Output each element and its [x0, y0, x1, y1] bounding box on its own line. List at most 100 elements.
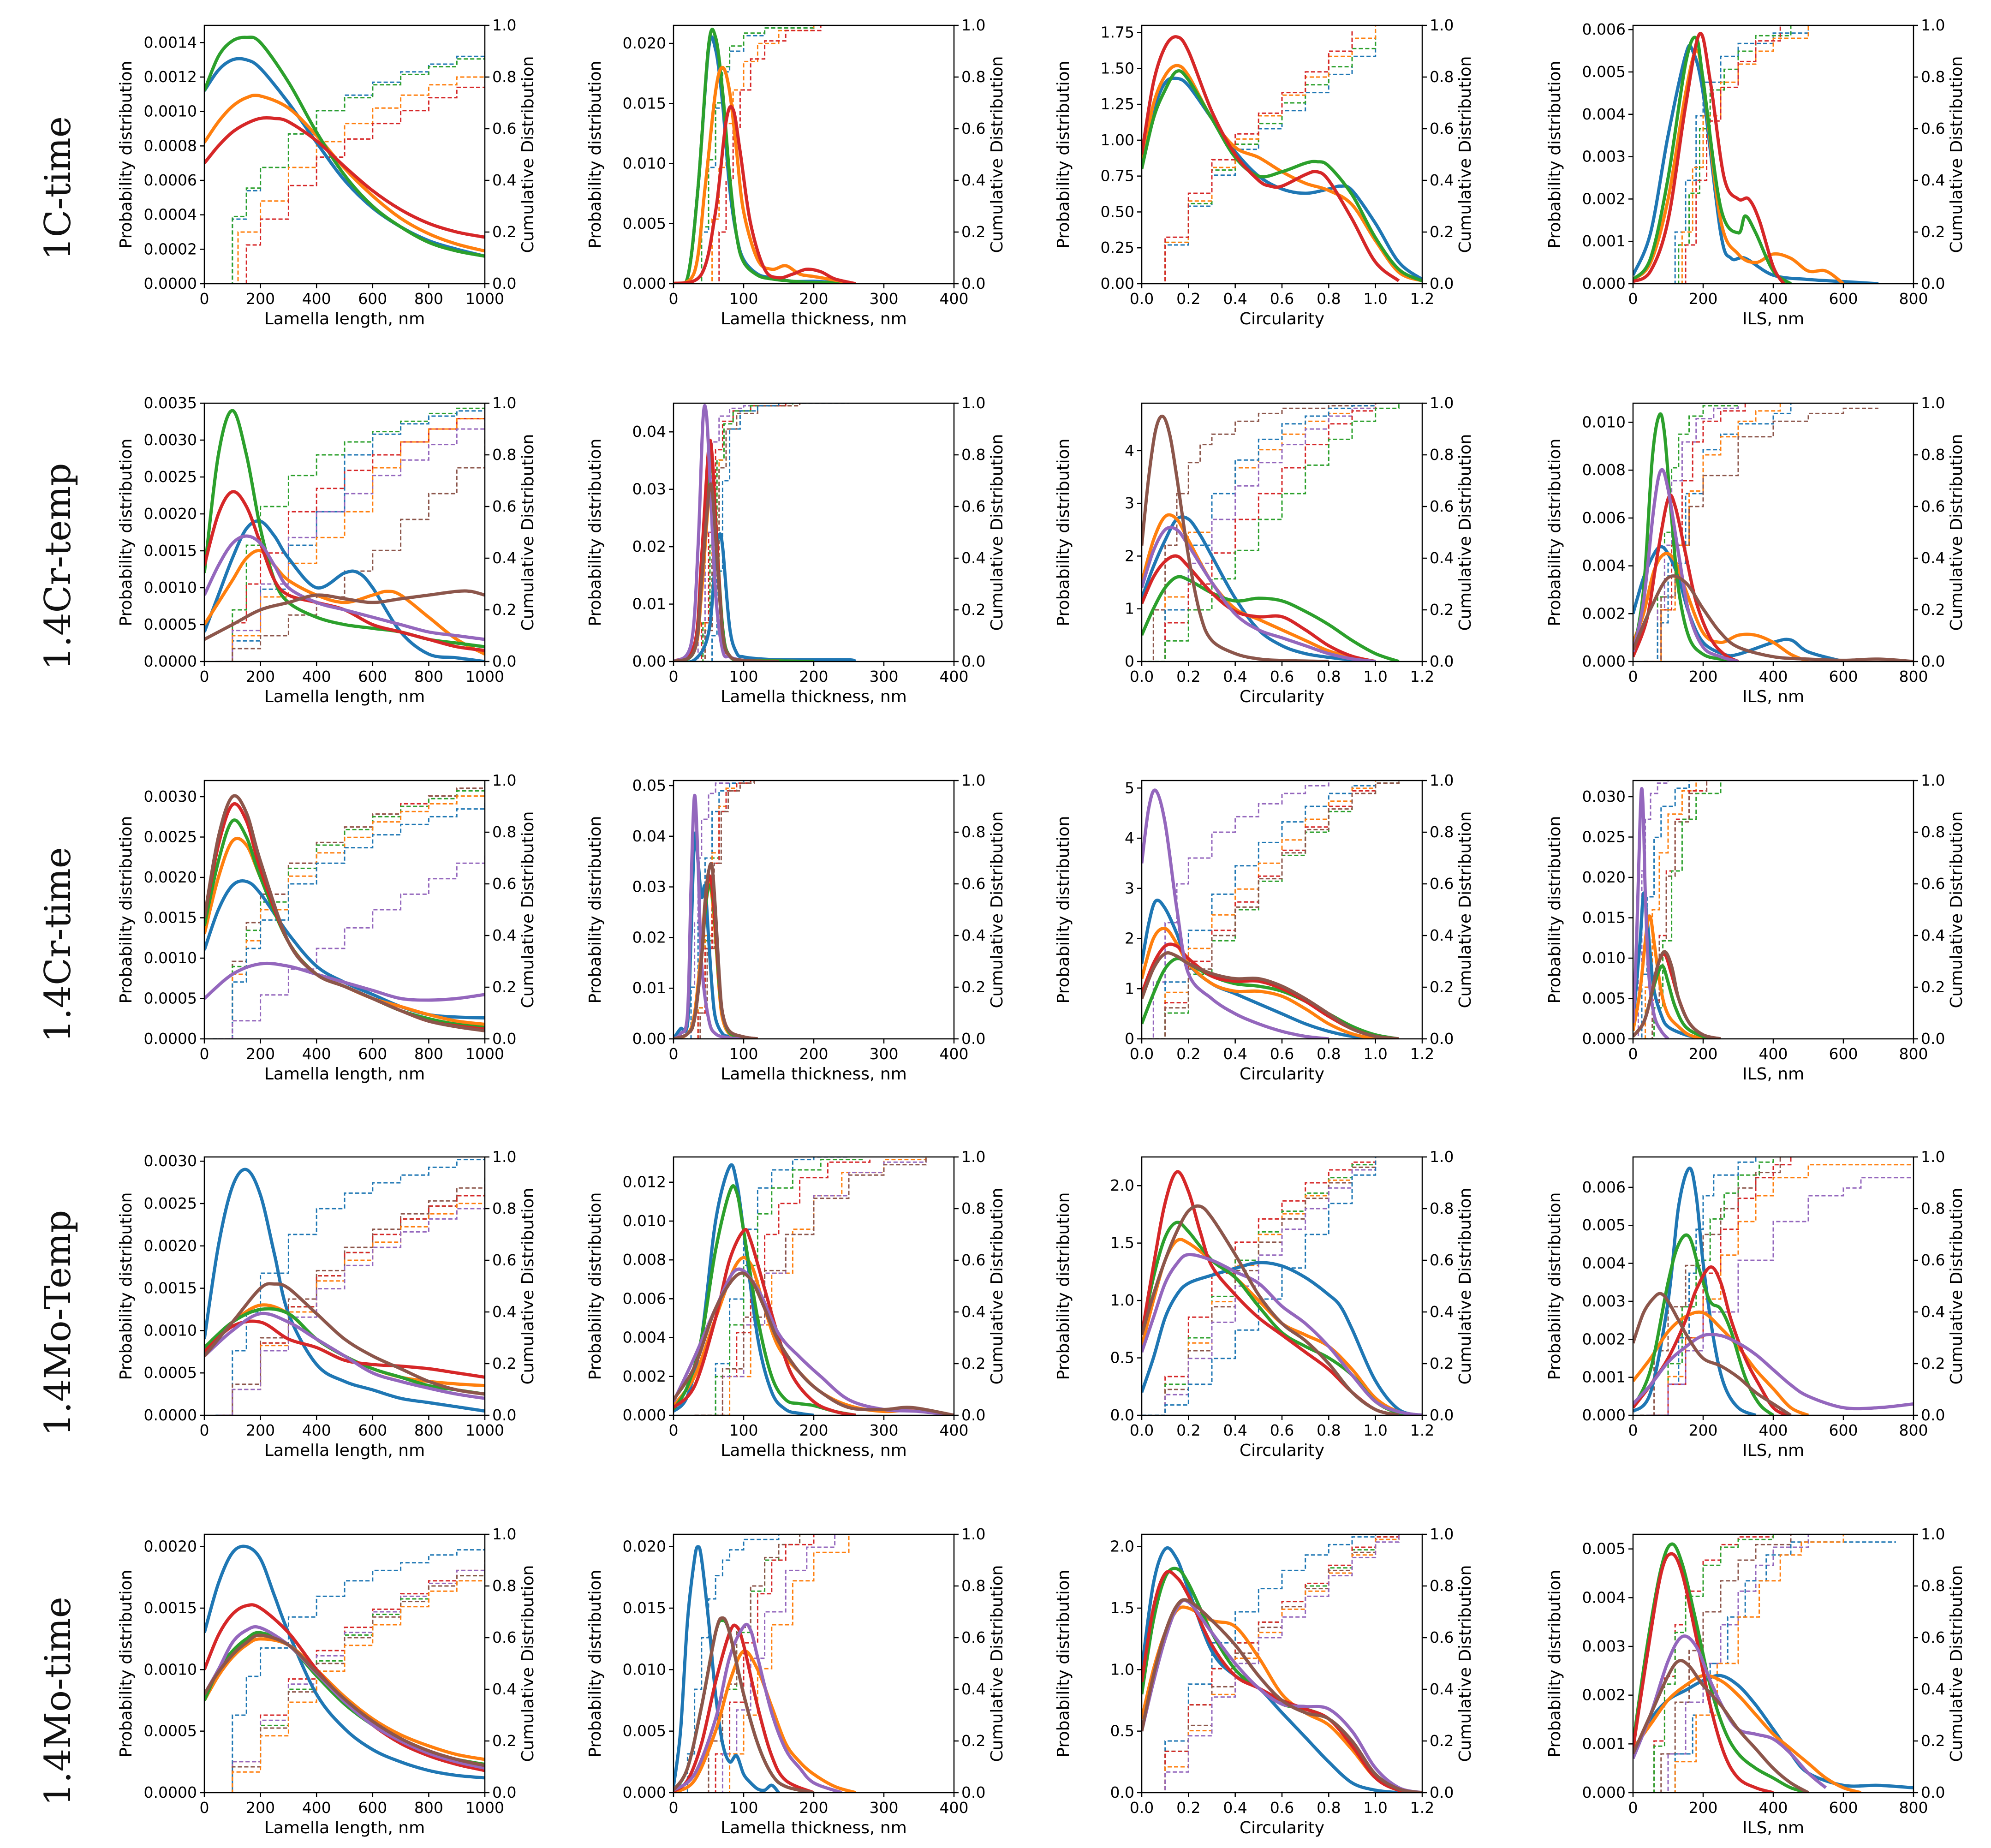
y-tick-label: 0.01	[632, 979, 666, 997]
y-tick-label: 0.0004	[144, 206, 197, 224]
y-axis-label-right: Cumulative Distribution	[1947, 434, 1966, 631]
x-tick-label: 0	[200, 1421, 209, 1439]
y-axis-label-right: Cumulative Distribution	[519, 1565, 537, 1762]
x-tick-label: 200	[799, 668, 829, 686]
x-tick-label: 0.4	[1223, 290, 1247, 308]
y-tick-label: 0.010	[623, 1212, 666, 1230]
y-tick-label: 0.000	[623, 1783, 666, 1801]
row-label-3: 1.4Cr-time	[37, 847, 79, 1043]
y-tick-label: 1	[1125, 979, 1134, 997]
pdf-curve-green	[204, 36, 485, 258]
y-tick-label: 0.0020	[144, 1237, 197, 1255]
x-tick-label: 0.4	[1223, 1045, 1247, 1063]
y2-tick-label: 0.8	[1430, 446, 1454, 464]
x-tick-label: 0.2	[1176, 1045, 1200, 1063]
panel-r2-c1: 0 200 400 600 800 1000 Lamella length, nm 0.000…	[117, 394, 537, 706]
x-tick-label: 600	[1829, 668, 1858, 686]
x-axis-label: Circularity	[1240, 1065, 1324, 1084]
y2-tick-label: 1.0	[1921, 16, 1945, 34]
x-tick-label: 200	[1689, 1421, 1718, 1439]
y2-tick-label: 1.0	[1430, 1148, 1454, 1166]
cdf-curve-brown	[693, 781, 755, 1039]
x-tick-label: 400	[1759, 1799, 1788, 1817]
cdf-curve-blue	[215, 1547, 485, 1793]
y-tick-label: 0.002	[623, 1367, 666, 1385]
y-axis-label-right: Cumulative Distribution	[519, 811, 537, 1008]
pdf-curve-red	[1633, 1265, 1788, 1415]
y2-tick-label: 0.4	[1430, 1680, 1454, 1698]
y-tick-label: 0.002	[1582, 1330, 1626, 1348]
y2-tick-label: 0.8	[961, 1199, 985, 1217]
y2-tick-label: 1.0	[961, 771, 985, 789]
pdf-curve-red	[674, 105, 856, 284]
pdf-curve-purple	[1633, 787, 1669, 1039]
x-tick-label: 300	[870, 1421, 899, 1439]
y2-tick-label: 0.4	[1430, 549, 1454, 567]
x-tick-label: 200	[1689, 1045, 1718, 1063]
y2-tick-label: 0.2	[1430, 978, 1454, 996]
x-tick-label: 1000	[465, 1799, 504, 1817]
y-axis-label-left: Probability distribution	[1054, 61, 1073, 249]
x-tick-label: 600	[358, 1045, 387, 1063]
y2-tick-label: 0.6	[1921, 1628, 1945, 1646]
row-label-2: 1.4Cr-temp	[37, 463, 79, 670]
panel-r3-c2: 0 100 200 300 400 Lamella thickness, nm 0.00 0.…	[586, 771, 1007, 1084]
cdf-curve-orange	[218, 1570, 485, 1793]
panel-r3-c1: 0 200 400 600 800 1000 Lamella length, nm 0.000…	[117, 771, 537, 1084]
y2-tick-label: 1.0	[492, 771, 516, 789]
y2-tick-label: 0.8	[961, 446, 985, 464]
y-axis-label-left: Probability distribution	[1054, 1570, 1073, 1758]
y-tick-label: 0.0025	[144, 828, 197, 846]
y2-tick-label: 0.0	[961, 1406, 985, 1424]
y2-tick-label: 0.0	[1921, 1030, 1945, 1048]
y-axis-label-left: Probability distribution	[1054, 816, 1073, 1004]
x-tick-label: 400	[302, 1045, 331, 1063]
y2-tick-label: 0.2	[492, 1354, 516, 1372]
y-axis-label-left: Probability distribution	[1545, 1192, 1564, 1380]
pdf-curve-orange	[1633, 1310, 1809, 1415]
pdf-curve-red	[674, 1623, 815, 1793]
y2-tick-label: 0.0	[1921, 1783, 1945, 1801]
cdf-curve-brown	[1640, 1157, 1781, 1415]
cdf-curve-blue	[213, 801, 485, 1039]
x-tick-label: 0	[669, 1045, 679, 1063]
y-tick-label: 0.006	[623, 1289, 666, 1307]
y2-tick-label: 0.4	[1430, 171, 1454, 189]
y-tick-label: 0.003	[1582, 1637, 1626, 1655]
pdf-curve-orange	[674, 1256, 954, 1415]
pdf-curve-orange	[1633, 1674, 1861, 1793]
y-tick-label: 0.0025	[144, 468, 197, 486]
y-tick-label: 0.0000	[144, 1030, 197, 1048]
y-axis-label-left: Probability distribution	[586, 61, 605, 249]
x-tick-label: 0.0	[1130, 1045, 1154, 1063]
x-tick-label: 300	[870, 290, 899, 308]
x-tick-label: 100	[729, 1045, 758, 1063]
x-tick-label: 100	[729, 668, 758, 686]
y2-tick-label: 0.6	[961, 1628, 985, 1646]
y2-tick-label: 0.2	[492, 978, 516, 996]
y2-tick-label: 0.2	[961, 1354, 985, 1372]
y2-tick-label: 0.2	[961, 1732, 985, 1750]
pdf-curve-blue	[204, 519, 485, 662]
y-tick-label: 0.0020	[144, 505, 197, 523]
y2-tick-label: 0.2	[1921, 978, 1945, 996]
y2-tick-label: 0.2	[1430, 1732, 1454, 1750]
cdf-curve-orange	[218, 411, 485, 662]
y2-tick-label: 1.0	[1430, 16, 1454, 34]
y-tick-label: 0.0010	[144, 102, 197, 120]
y-tick-label: 0.0010	[144, 578, 197, 596]
y2-tick-label: 0.0	[961, 1030, 985, 1048]
y2-tick-label: 0.8	[1430, 1199, 1454, 1217]
y-tick-label: 0.0	[1110, 1783, 1134, 1801]
cdf-curve-purple	[1142, 1534, 1400, 1793]
x-tick-label: 0.6	[1270, 1421, 1294, 1439]
x-tick-label: 1000	[465, 668, 504, 686]
y-axis-label-right: Cumulative Distribution	[1947, 1565, 1966, 1762]
cdf-curve-blue	[1647, 403, 1792, 662]
x-tick-label: 0.8	[1317, 290, 1341, 308]
x-axis-label: Lamella length, nm	[264, 1441, 425, 1460]
x-axis-label: Circularity	[1240, 687, 1324, 706]
y2-tick-label: 0.4	[961, 549, 985, 567]
pdf-curve-green	[1633, 36, 1792, 284]
